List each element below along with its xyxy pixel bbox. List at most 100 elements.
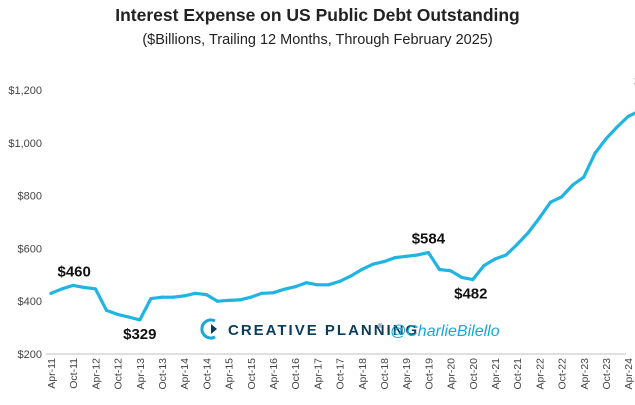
x-tick-label: Oct-20 <box>468 358 480 390</box>
data-label: $329 <box>123 326 156 343</box>
data-point <box>293 285 297 289</box>
x-tick-label: Apr-23 <box>579 358 591 390</box>
x-tick-label: Apr-24 <box>623 358 635 390</box>
data-point <box>415 253 419 257</box>
x-tick-label: Oct-23 <box>601 358 613 390</box>
data-point <box>582 175 586 179</box>
data-point <box>260 291 264 295</box>
data-point <box>548 200 553 204</box>
data-point <box>338 279 342 283</box>
data-label: $584 <box>412 231 446 248</box>
data-point <box>382 260 386 264</box>
data-point <box>326 283 331 287</box>
data-point <box>204 293 208 297</box>
x-tick-label: Apr-11 <box>46 358 58 389</box>
x-tick-label: Oct-17 <box>335 358 347 390</box>
x-tick-label: Oct-22 <box>557 358 569 390</box>
x-tick-label: Oct-18 <box>379 358 391 390</box>
data-point <box>182 294 186 298</box>
data-point <box>60 287 64 291</box>
data-point <box>104 308 109 312</box>
data-point <box>593 151 597 155</box>
x-tick-label: Apr-22 <box>534 358 546 390</box>
data-point <box>426 251 430 255</box>
data-point <box>504 253 508 257</box>
data-labels: $460$329$584$482$1,178 <box>58 73 635 343</box>
data-point <box>49 291 53 295</box>
data-point <box>493 257 497 261</box>
data-point <box>393 256 397 260</box>
data-point <box>482 264 486 268</box>
data-point <box>138 318 142 322</box>
data-point <box>515 242 519 246</box>
data-point <box>404 254 408 258</box>
series-layer <box>49 111 635 322</box>
data-point <box>460 275 464 279</box>
y-tick-label: $600 <box>18 243 42 255</box>
y-tick-label: $800 <box>18 191 42 203</box>
data-point <box>282 287 286 291</box>
x-tick-label: Apr-13 <box>135 358 147 390</box>
x-axis: Apr-11 Oct-11 Apr-12 Oct-12 Apr-13 Oct-13 Apr-… <box>46 353 635 390</box>
x-tick-label: Oct-13 <box>157 358 169 390</box>
x-tick-label: Oct-12 <box>113 358 125 390</box>
x-tick-label: Apr-15 <box>224 358 236 390</box>
data-point <box>71 283 75 287</box>
creative-planning-logo-icon <box>200 318 217 340</box>
x-tick-label: Oct-16 <box>290 358 302 390</box>
watermark: CREATIVE PLANNING ® @CharlieBilello <box>200 318 500 340</box>
brand-reg-mark: ® <box>378 323 383 330</box>
data-point <box>560 195 564 199</box>
data-point <box>193 291 197 295</box>
data-point <box>304 281 308 285</box>
data-label: $482 <box>454 286 487 303</box>
data-point <box>127 315 131 319</box>
x-tick-label: Apr-14 <box>179 358 191 390</box>
data-point <box>271 291 275 295</box>
data-point <box>349 274 353 278</box>
data-point <box>315 283 319 287</box>
data-label: $460 <box>58 263 91 280</box>
chart-subtitle: ($Billions, Trailing 12 Months, Through … <box>142 32 493 48</box>
x-tick-label: Apr-19 <box>401 358 413 390</box>
data-point <box>249 295 253 299</box>
data-point <box>471 278 475 282</box>
data-point <box>537 216 542 220</box>
data-point <box>238 298 242 302</box>
y-tick-label: $400 <box>18 296 42 308</box>
data-point <box>82 285 86 290</box>
y-tick-label: $1,000 <box>8 138 42 150</box>
data-point <box>149 297 153 301</box>
x-tick-label: Apr-12 <box>90 358 102 390</box>
data-point <box>171 295 175 299</box>
data-point <box>526 231 530 235</box>
data-point <box>571 183 575 187</box>
x-tick-label: Oct-14 <box>201 358 213 390</box>
x-tick-label: Apr-20 <box>446 358 458 390</box>
data-point <box>449 269 453 273</box>
x-tick-label: Apr-17 <box>312 358 324 390</box>
data-point <box>215 299 220 303</box>
data-point <box>615 125 619 129</box>
x-tick-label: Apr-21 <box>490 358 502 390</box>
data-point <box>360 267 364 272</box>
data-point <box>437 267 442 272</box>
y-axis: $200 $400 $600 $800 $1,000 $1,200 <box>8 85 42 361</box>
data-point <box>626 114 630 118</box>
x-tick-label: Apr-16 <box>268 358 280 390</box>
y-tick-label: $200 <box>18 349 42 361</box>
x-tick-label: Oct-15 <box>246 358 258 390</box>
series-line <box>49 111 635 322</box>
brand-text: CREATIVE PLANNING <box>228 322 419 339</box>
data-point <box>604 137 608 141</box>
x-tick-label: Oct-11 <box>68 358 80 389</box>
twitter-handle: @CharlieBilello <box>390 323 500 340</box>
y-tick-label: $1,200 <box>8 85 42 97</box>
x-tick-label: Apr-18 <box>357 358 369 390</box>
data-point <box>227 298 231 302</box>
x-tick-label: Oct-21 <box>512 358 524 390</box>
x-tick-label: Oct-19 <box>423 358 435 390</box>
data-point <box>93 287 97 291</box>
chart-title: Interest Expense on US Public Debt Outst… <box>115 5 520 25</box>
